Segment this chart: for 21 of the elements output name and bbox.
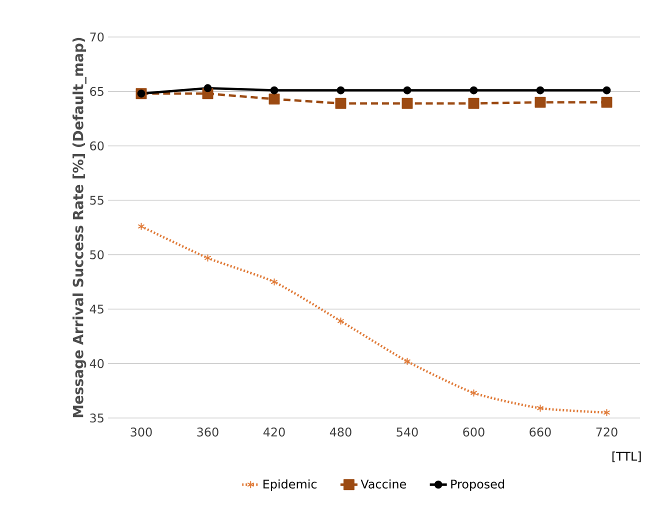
y-tick-label: 70 (90, 32, 104, 42)
x-tick-label: 300 (130, 428, 152, 437)
x-tick-label: 420 (263, 428, 285, 437)
y-tick-label: 35 (90, 413, 104, 423)
x-tick-label: 720 (596, 428, 618, 437)
legend-label: Epidemic (264, 479, 317, 491)
x-tick-label: 540 (396, 428, 418, 437)
y-tick-label: 45 (90, 304, 104, 314)
x-tick-label: 660 (530, 428, 551, 437)
legend-label: Proposed (451, 479, 504, 491)
x-axis-title: [TTL] (612, 452, 641, 462)
x-tick-label: 480 (330, 428, 352, 437)
y-tick-label: 60 (90, 141, 104, 150)
y-tick-label: 65 (90, 86, 104, 96)
y-tick-label: 55 (90, 196, 104, 205)
y-tick-label: 40 (90, 359, 104, 368)
y-tick-label: 50 (90, 250, 104, 260)
x-tick-label: 360 (197, 428, 218, 437)
y-axis-title: Message Arrival Success Rate [%] (Default_map) (72, 38, 86, 418)
x-tick-label: 600 (463, 428, 484, 437)
legend-label: Vaccine (360, 479, 406, 489)
